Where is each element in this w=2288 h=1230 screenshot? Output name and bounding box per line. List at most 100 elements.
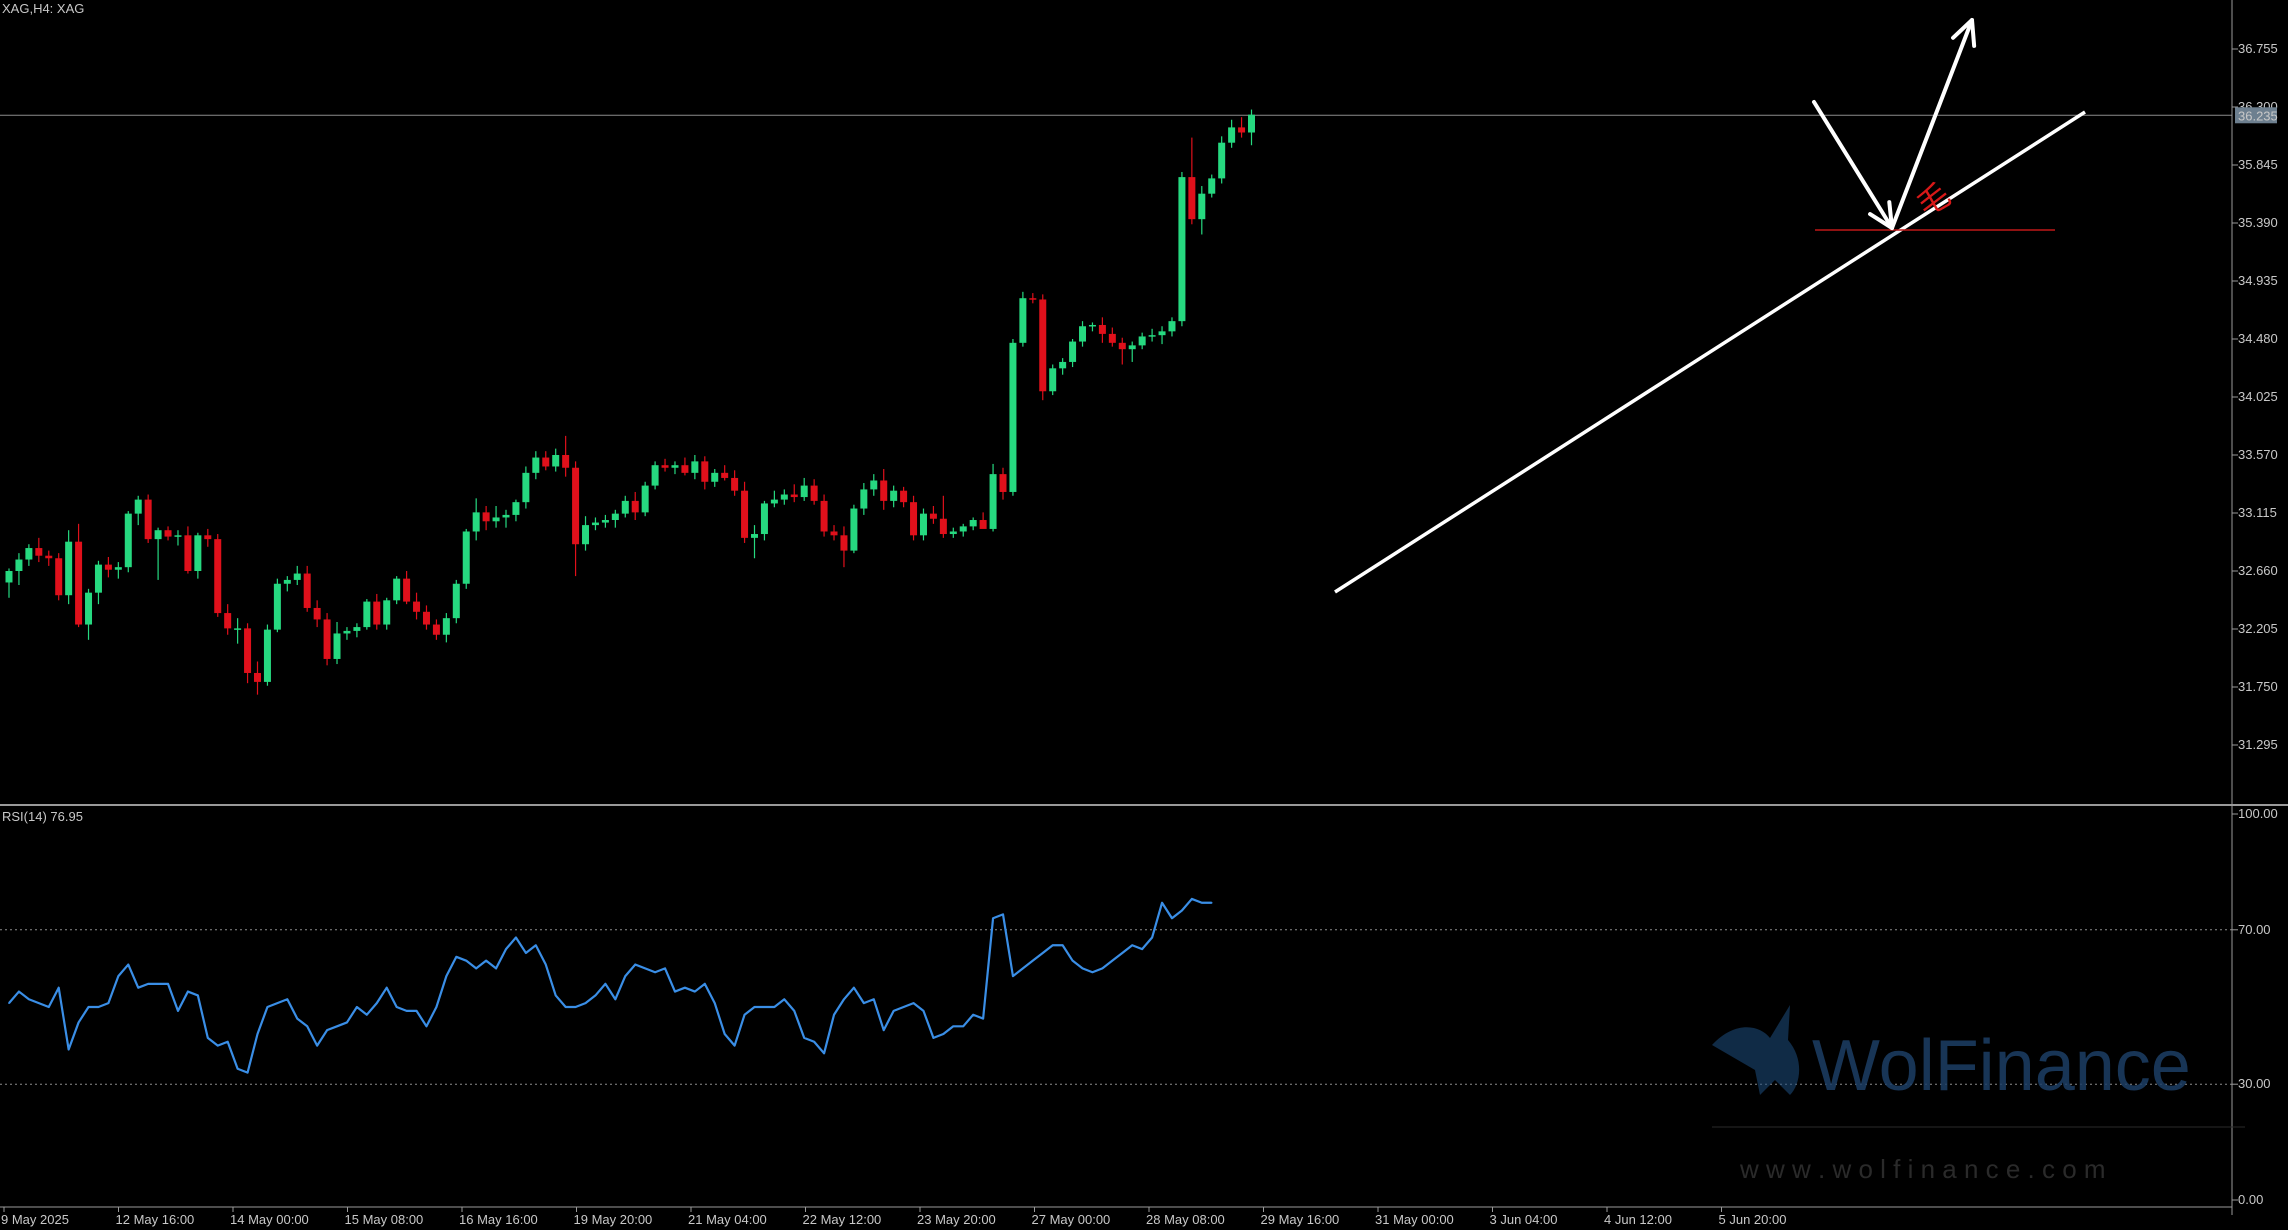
rsi-point (1171, 917, 1173, 920)
bull-candle (1138, 336, 1146, 346)
bull-candle (94, 564, 102, 593)
rsi-point (366, 1013, 368, 1016)
bull-candle (770, 499, 778, 504)
bear-candle (721, 472, 729, 478)
rsi-point (336, 1025, 338, 1028)
price-tick-label: 32.660 (2238, 563, 2278, 578)
trendline[interactable] (1334, 110, 2086, 594)
rsi-point (77, 1021, 80, 1024)
symbol-label: XAG,H4: XAG (2, 1, 84, 16)
rsi-point (1051, 944, 1054, 947)
rsi-point (684, 986, 686, 989)
bear-candle (422, 611, 430, 625)
rsi-point (385, 986, 388, 989)
rsi-point (753, 1006, 756, 1008)
rsi-point (57, 986, 60, 989)
rsi-tick-label: 70.00 (2238, 922, 2271, 937)
rsi-point (465, 959, 468, 962)
bull-candle (1168, 321, 1176, 332)
rsi-point (634, 963, 637, 966)
rsi-point (1181, 909, 1183, 912)
bear-candle (741, 490, 749, 538)
bull-candle (611, 513, 619, 521)
bear-candle (224, 613, 232, 629)
rsi-point (1081, 967, 1084, 970)
price-tick-label: 34.480 (2238, 331, 2278, 346)
bull-candle (194, 535, 202, 571)
time-tick-label: 15 May 08:00 (345, 1212, 424, 1227)
bull-candle (492, 517, 500, 522)
price-tick-label: 31.295 (2238, 737, 2278, 752)
time-tick-label: 4 Jun 12:00 (1604, 1212, 1672, 1227)
time-tick-label: 16 May 16:00 (459, 1212, 538, 1227)
bear-candle (413, 601, 421, 612)
bear-candle (542, 457, 550, 467)
bull-candle (85, 592, 93, 625)
price-tick-label: 34.025 (2238, 389, 2278, 404)
rsi-point (962, 1025, 965, 1028)
rsi-point (1041, 952, 1044, 954)
rsi-point (97, 1006, 100, 1008)
rsi-point (644, 967, 646, 970)
rsi-point (773, 1006, 776, 1008)
bear-candle (661, 465, 669, 468)
bull-candle (333, 633, 341, 659)
bull-candle (1198, 193, 1206, 220)
bear-candle (572, 467, 580, 545)
bull-candle (1009, 342, 1017, 492)
rsi-panel[interactable] (0, 897, 2232, 1085)
price-tick-label: 33.570 (2238, 447, 2278, 462)
watermark-brand: WolFinance (1812, 1026, 2191, 1106)
rsi-point (1002, 913, 1004, 916)
price-tick-label: 35.390 (2238, 215, 2278, 230)
current-price-badge: 36.235 (2235, 107, 2278, 124)
arrow-up-icon[interactable] (1890, 18, 1977, 230)
price-plot-area[interactable] (0, 0, 2232, 800)
bear-candle (75, 541, 83, 625)
rsi-point (922, 1010, 925, 1012)
rsi-point (286, 998, 289, 1001)
price-tick-label: 31.750 (2238, 679, 2278, 694)
rsi-point (694, 990, 696, 993)
price-panel[interactable] (0, 0, 2232, 800)
bear-candle (403, 578, 411, 602)
rsi-point (1131, 944, 1134, 947)
bear-candle (1188, 177, 1196, 220)
rsi-point (594, 994, 597, 997)
bull-candle (1088, 324, 1096, 327)
rsi-point (902, 1006, 905, 1008)
bull-candle (25, 548, 33, 560)
rsi-tick-label: 0.00 (2238, 1192, 2263, 1207)
bear-candle (1238, 127, 1246, 133)
rsi-point (564, 1006, 567, 1008)
bear-candle (731, 477, 739, 491)
bull-candle (1218, 142, 1226, 179)
bull-candle (393, 578, 401, 601)
price-tick-label: 36.755 (2238, 41, 2278, 56)
rsi-point (803, 1037, 805, 1039)
rsi-point (1101, 967, 1104, 970)
bull-candle (959, 526, 967, 532)
arrow-shaft (1890, 18, 1974, 230)
bull-candle (383, 600, 391, 625)
bull-candle (273, 583, 281, 630)
rsi-point (1061, 944, 1064, 947)
rsi-point (87, 1006, 90, 1008)
bear-candle (900, 490, 908, 503)
bear-candle (562, 455, 570, 468)
bull-candle (591, 522, 599, 526)
bull-candle (1049, 368, 1057, 392)
rsi-point (723, 1033, 726, 1035)
bear-candle (323, 619, 331, 659)
bull-candle (442, 618, 450, 635)
time-tick-label: 28 May 08:00 (1146, 1212, 1225, 1227)
bull-candle (691, 461, 699, 473)
rsi-point (912, 1002, 915, 1004)
bull-candle (860, 489, 868, 509)
bear-candle (482, 512, 490, 522)
bull-candle (502, 514, 510, 518)
bull-candle (552, 455, 560, 467)
